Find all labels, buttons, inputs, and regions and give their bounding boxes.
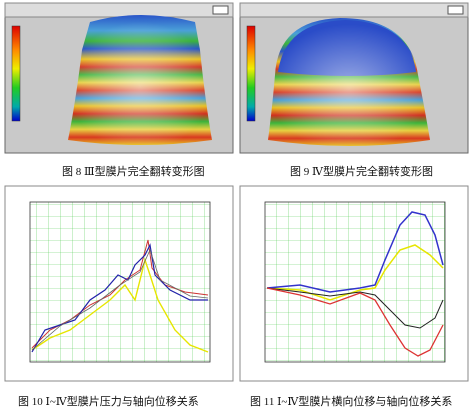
plot-window-fig11 — [239, 185, 469, 382]
figure-caption: 图 11 Ⅰ~Ⅳ型膜片横向位移与轴向位移关系 — [250, 396, 453, 408]
figure-caption: 图 9 Ⅳ型膜片完全翻转变形图 — [290, 166, 433, 178]
figure-caption: 图 10 Ⅰ~Ⅳ型膜片压力与轴向位移关系 — [18, 396, 199, 408]
fea-window-fig8 — [4, 2, 234, 154]
plot-window-fig10 — [4, 185, 234, 382]
fea-window-fig9 — [239, 2, 469, 154]
figure-caption: 图 8 Ⅲ型膜片完全翻转变形图 — [62, 166, 205, 178]
